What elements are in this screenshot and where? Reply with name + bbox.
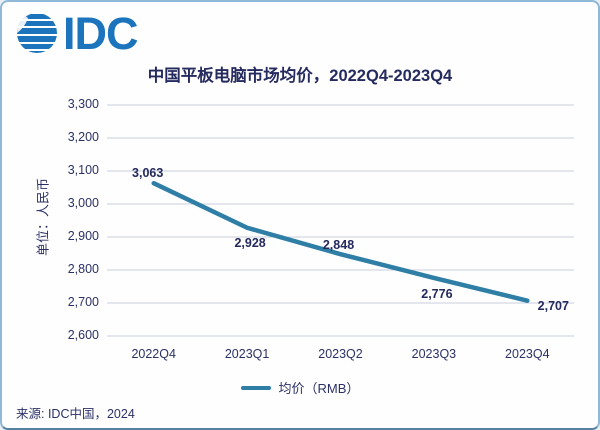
x-tick-label: 2023Q1	[224, 347, 270, 361]
y-tick-label: 3,100	[67, 163, 99, 177]
y-tick-label: 3,200	[67, 130, 99, 144]
y-axis-title: 单位：人民币	[35, 177, 51, 257]
y-tick-label: 3,000	[67, 196, 99, 210]
y-tick-label: 2,600	[67, 328, 99, 342]
data-label: 2,928	[234, 235, 266, 250]
data-label: 2,848	[322, 238, 355, 253]
y-tick-label: 2,900	[67, 229, 99, 243]
y-tick-label: 2,800	[67, 262, 99, 276]
idc-logo-text: IDC	[63, 7, 138, 59]
data-label: 2,776	[421, 286, 453, 301]
x-tick-label: 2022Q4	[131, 347, 176, 361]
source-note: 来源: IDC中国，2024	[16, 407, 135, 421]
idc-globe-icon	[17, 14, 57, 53]
chart-legend: 均价（RMB）	[2, 378, 598, 397]
x-tick-label: 2023Q2	[318, 347, 363, 361]
idc-logo: IDC	[14, 10, 138, 56]
x-tick-label: 2023Q4	[505, 347, 550, 361]
series-line	[151, 180, 530, 303]
chart-title: 中国平板电脑市场均价，2022Q4-2023Q4	[147, 67, 453, 85]
legend-label: 均价（RMB）	[278, 381, 360, 396]
y-tick-label: 2,700	[67, 295, 99, 309]
x-tick-label: 2023Q3	[411, 347, 457, 361]
data-label: 2,707	[537, 298, 569, 313]
data-label: 3,063	[132, 166, 164, 181]
legend-line-swatch	[240, 385, 271, 390]
y-tick-label: 3,300	[67, 97, 99, 111]
